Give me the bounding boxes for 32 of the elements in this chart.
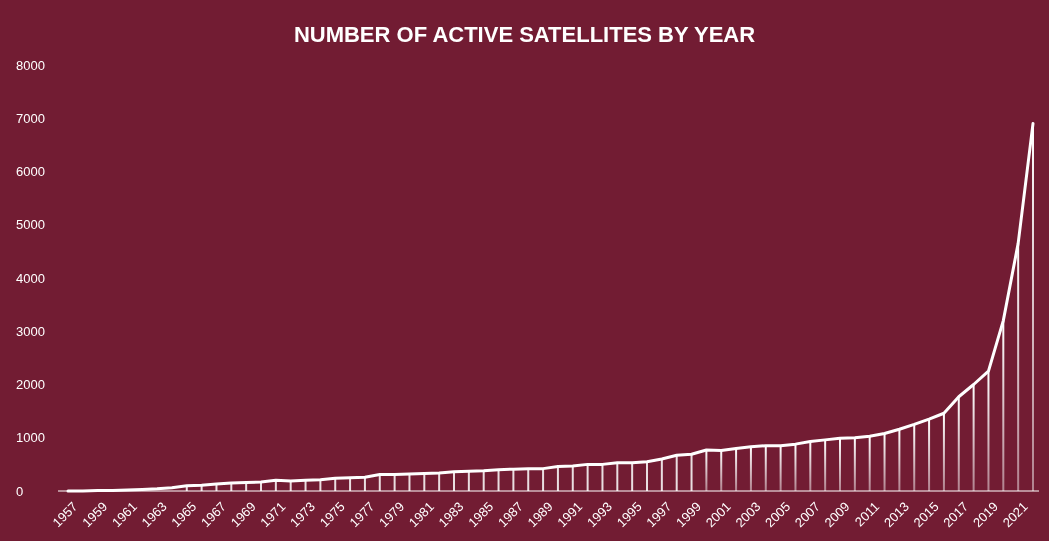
bar: [1017, 243, 1020, 491]
y-tick-label: 1000: [16, 430, 45, 446]
bar: [913, 424, 916, 491]
y-tick-label: 4000: [16, 270, 45, 286]
bar: [1002, 320, 1005, 491]
y-tick-label: 7000: [16, 110, 45, 126]
y-tick-label: 5000: [16, 217, 45, 233]
bar: [972, 384, 975, 491]
bar: [809, 441, 812, 491]
y-tick-label: 2000: [16, 377, 45, 393]
bar: [942, 413, 945, 491]
bar: [705, 450, 708, 491]
bar: [764, 445, 767, 491]
bar: [883, 433, 886, 491]
bar: [824, 439, 827, 491]
y-tick-label: 3000: [16, 323, 45, 339]
bar: [928, 419, 931, 491]
bar: [735, 448, 738, 491]
bar: [987, 371, 990, 491]
chart-title: NUMBER OF ACTIVE SATELLITES BY YEAR: [293, 22, 756, 47]
bar: [957, 396, 960, 491]
y-tick-label: 6000: [16, 164, 45, 180]
bar: [898, 429, 901, 491]
bar: [779, 445, 782, 491]
y-tick-label: 8000: [16, 57, 45, 73]
bar: [853, 437, 856, 491]
bar: [720, 450, 723, 491]
bar: [839, 438, 841, 491]
bar: [794, 444, 797, 491]
bar: [749, 446, 752, 491]
y-tick-label: 0: [16, 483, 24, 499]
bar: [868, 436, 871, 491]
